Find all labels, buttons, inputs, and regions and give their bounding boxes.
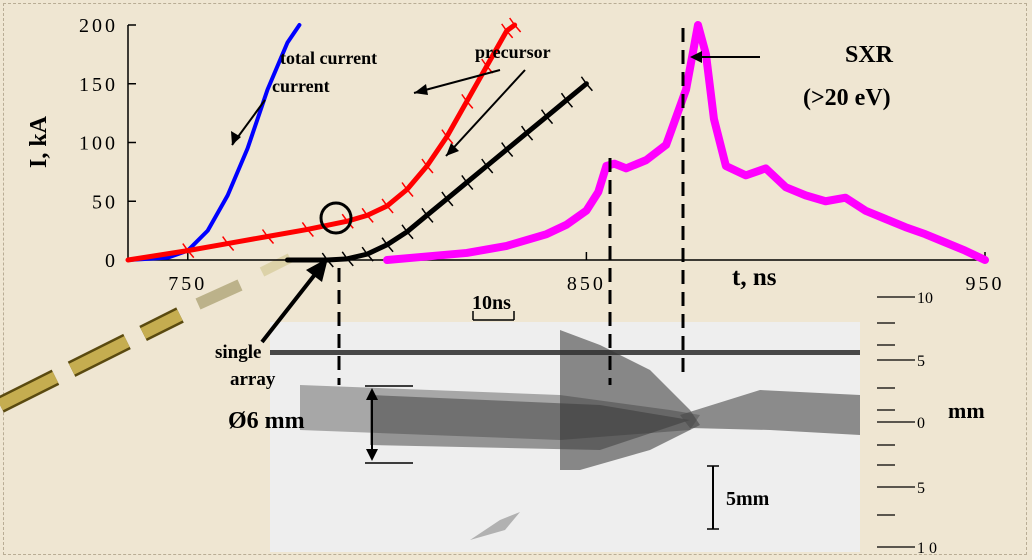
series-marker: [540, 109, 554, 125]
series-marker: [182, 243, 195, 259]
y-tick-label: 0: [105, 250, 118, 272]
mm-tick-label: 5: [917, 353, 925, 370]
series-marker: [520, 125, 534, 141]
y-tick-label: 100: [79, 133, 118, 155]
series-marker: [481, 58, 494, 74]
mm-tick-label: 0: [917, 415, 925, 432]
x-axis-label: t, ns: [732, 264, 777, 291]
annotation-10ns: 10ns: [472, 292, 511, 314]
tick-labels: 0 50 100 150 200 750 850 950: [79, 15, 1005, 295]
y-axis-label: I, kA: [26, 115, 52, 168]
series-line: [383, 21, 989, 264]
annotation-mm: mm: [948, 398, 985, 423]
x-tick-label: 750: [168, 273, 207, 295]
annotation-current: current: [272, 76, 330, 96]
series-marker: [341, 213, 354, 229]
series-marker: [481, 158, 494, 174]
series-marker: [461, 93, 474, 109]
series-marker: [401, 224, 414, 240]
annotation-single: single: [215, 342, 261, 363]
series-marker: [560, 92, 574, 108]
series-marker: [441, 191, 454, 207]
x-tick-label: 850: [567, 273, 606, 295]
series-marker: [501, 23, 514, 39]
series-marker: [401, 182, 414, 197]
series-marker: [261, 229, 275, 244]
mm-tick-label: 5: [917, 480, 925, 497]
annotation-arrows: [231, 28, 760, 530]
series-marker: [222, 236, 235, 252]
annotation-diameter: Ø6 mm: [228, 408, 305, 434]
annotation-5mm: 5mm: [726, 488, 770, 510]
series-marker: [501, 142, 514, 158]
y-tick-label: 50: [92, 191, 118, 213]
annotation-array: array: [230, 369, 276, 390]
series-marker: [421, 158, 434, 174]
x-tick-label: 950: [966, 273, 1005, 295]
streak-image: [270, 322, 860, 552]
series-marker: [341, 251, 354, 267]
series-line: [126, 23, 302, 262]
series-marker: [509, 17, 522, 33]
y-tick-label: 150: [79, 74, 118, 96]
annotation-total: total current: [280, 48, 377, 68]
series-marker: [381, 198, 394, 214]
series-marker: [301, 222, 314, 237]
series-marker: [441, 129, 454, 145]
series-marker: [421, 207, 434, 223]
series-marker: [580, 76, 593, 92]
annotation-precursor: precursor: [475, 42, 551, 62]
mm-tick-label: 1 0: [917, 540, 937, 557]
page-border: [3, 3, 1027, 555]
series-marker: [381, 237, 394, 253]
annotation-sxr-range: (>20 eV): [803, 85, 891, 111]
mm-tick-label: 10: [917, 290, 933, 307]
series-layer: [125, 17, 989, 268]
series-marker: [361, 246, 374, 262]
series-marker: [361, 207, 374, 223]
y-tick-label: 200: [79, 15, 118, 37]
annotation-sxr: SXR: [845, 42, 894, 68]
series-marker: [461, 175, 474, 190]
